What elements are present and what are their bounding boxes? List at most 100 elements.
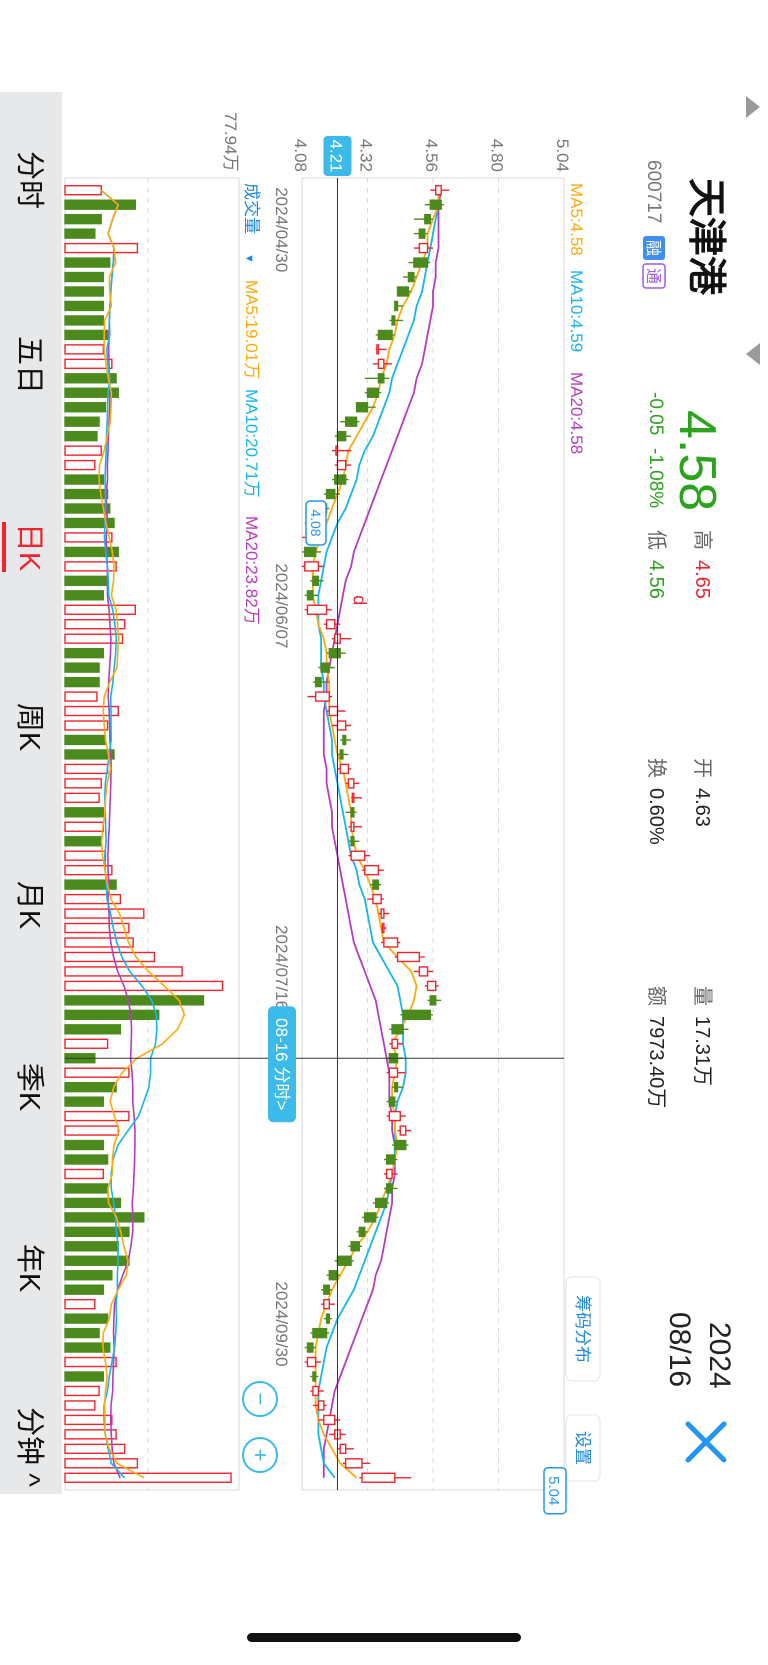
- triangle-down-icon[interactable]: [746, 343, 760, 365]
- volume-bar: [64, 517, 115, 529]
- volume-bar: [64, 459, 96, 471]
- candle: [386, 1096, 398, 1107]
- badge-rong: 融: [643, 236, 665, 260]
- volume-max-label: 77.94万: [221, 112, 240, 172]
- volume-bar: [64, 1342, 111, 1353]
- candle: [402, 271, 417, 283]
- volume-bar: [64, 1197, 122, 1209]
- date-year: 2024: [703, 1322, 736, 1389]
- change: -0.05: [645, 392, 666, 435]
- volume-bar: [64, 416, 100, 427]
- zoom-in-button[interactable]: +: [242, 1437, 278, 1473]
- candle: [310, 1327, 330, 1339]
- volume-bar: [64, 1400, 96, 1411]
- volume-panel: 77.94万: [64, 112, 240, 1491]
- candle: [370, 879, 382, 890]
- volume-bar: [64, 1067, 130, 1078]
- low-label: 低: [645, 530, 668, 550]
- candle: [304, 1356, 322, 1368]
- candle: [362, 864, 384, 876]
- candle: [364, 373, 390, 384]
- volume-bar: [64, 257, 111, 268]
- volume-bar: [64, 1139, 105, 1151]
- volume-bar: [64, 271, 105, 283]
- svg-text:五日: 五日: [13, 336, 45, 394]
- price-tick-label: 4.32: [357, 139, 376, 172]
- volume-bar: [64, 1038, 109, 1049]
- candle: [364, 387, 382, 398]
- candle: [389, 1038, 403, 1049]
- candle: [326, 1270, 341, 1281]
- date-label: 2024/04/30: [272, 187, 291, 272]
- volume-bar: [64, 1241, 119, 1252]
- tab-5[interactable]: 月K: [13, 881, 45, 930]
- volume-bar: [64, 242, 139, 254]
- svg-text:4.21: 4.21: [326, 139, 345, 172]
- tab-7[interactable]: 年K: [13, 1244, 46, 1293]
- price-panel: 5.04 4.80 4.56 4.32 4.08 5.04 4.08 d: [291, 139, 572, 1515]
- ma10-legend: MA10:4.59: [567, 270, 586, 352]
- chip-distribution-button[interactable]: 筹码分布: [565, 1276, 601, 1382]
- svg-text:融: 融: [644, 240, 662, 256]
- tab-6[interactable]: 季K: [13, 1063, 46, 1112]
- vol-ma10-legend: MA10:20.71万: [242, 389, 261, 498]
- volume-bar: [64, 1255, 130, 1266]
- svg-text:4.08: 4.08: [308, 509, 324, 536]
- volume-bar: [64, 1096, 105, 1107]
- volume-bar: [64, 1327, 100, 1339]
- zoom-out-button[interactable]: −: [242, 1381, 278, 1417]
- candle: [348, 821, 363, 832]
- close-icon[interactable]: [685, 1421, 727, 1463]
- candle: [383, 1154, 398, 1165]
- candle: [394, 951, 425, 963]
- volume-bar: [64, 676, 100, 688]
- candle: [321, 1284, 333, 1295]
- open-value: 4.63: [691, 788, 713, 827]
- volume-bar: [64, 430, 98, 442]
- candle: [332, 474, 349, 485]
- tab-2[interactable]: 五日: [13, 336, 45, 394]
- svg-text:日K: 日K: [13, 523, 45, 572]
- candle: [310, 1385, 324, 1397]
- volume-bar: [64, 879, 117, 890]
- candle: [413, 213, 433, 225]
- tab-4[interactable]: 周K: [13, 703, 45, 752]
- volume-bar: [64, 662, 100, 673]
- candle: [372, 1197, 390, 1209]
- svg-text:−: −: [248, 1393, 273, 1406]
- volume-bar: [64, 445, 102, 456]
- volume-bar: [64, 474, 105, 485]
- tab-8[interactable]: 分钟 ^: [13, 1407, 46, 1487]
- price-tick-label: 4.80: [488, 139, 507, 172]
- volume-bar: [64, 922, 130, 934]
- candle: [378, 908, 390, 919]
- crosshair-date-button[interactable]: 08-16 分时>: [268, 1006, 296, 1123]
- volume-dropdown-icon[interactable]: ▼: [243, 253, 255, 264]
- settings-button[interactable]: 设置: [565, 1414, 601, 1482]
- svg-text:分时: 分时: [13, 151, 46, 209]
- high-label: 高: [691, 530, 714, 550]
- volume-bar: [64, 300, 105, 312]
- svg-text:年K: 年K: [13, 1244, 46, 1293]
- triangle-up-icon[interactable]: [746, 96, 760, 118]
- tab-3[interactable]: 日K: [2, 522, 45, 572]
- crosshair-price-label: 4.21: [323, 136, 352, 176]
- candle: [304, 604, 333, 615]
- candle: [383, 1168, 398, 1180]
- candle: [323, 1313, 333, 1324]
- volume-bar: [64, 387, 119, 398]
- candle: [321, 1298, 335, 1310]
- volume-bar: [64, 561, 117, 572]
- volume-bar: [64, 1385, 100, 1397]
- candle: [310, 575, 324, 587]
- volume-bar: [64, 792, 100, 804]
- header: 天津港 600717 融 通 4.58 -0.05 -1.08% 高 4.65 …: [565, 96, 760, 1482]
- volume-bar: [64, 633, 124, 644]
- tab-1[interactable]: 分时: [13, 151, 46, 209]
- volume-label: 成交量: [242, 183, 261, 234]
- candle: [342, 1458, 371, 1469]
- high-value: 4.65: [691, 560, 713, 599]
- volume-bar: [64, 850, 107, 861]
- volume-bar: [64, 951, 156, 963]
